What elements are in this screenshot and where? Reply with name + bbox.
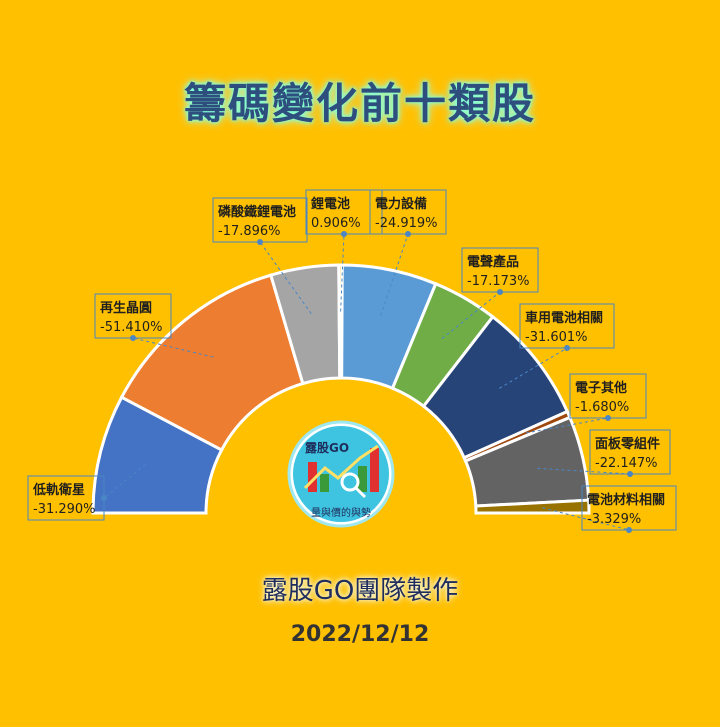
slice-name-label-9: 電池材料相關	[587, 492, 665, 508]
slice-name-label-0: 低軌衛星	[32, 482, 85, 498]
slice-value-label-6: -31.601%	[525, 330, 588, 345]
magnifier-icon	[340, 472, 360, 492]
slice-9	[474, 498, 591, 515]
logo: 露股GO 量與價的與勢	[287, 420, 395, 528]
slice-name-label-7: 電子其他	[575, 380, 627, 396]
credit-text: 露股GO團隊製作	[261, 576, 459, 606]
label-box-6	[519, 303, 615, 349]
leader-line-6	[499, 347, 568, 389]
slice-value-label-2: -17.896%	[218, 224, 281, 239]
slice-value-label-5: -17.173%	[467, 274, 530, 289]
slice-name-label-1: 再生晶圓	[100, 300, 152, 316]
slice-name-label-6: 車用電池相關	[525, 310, 603, 326]
label-box-8	[589, 429, 671, 475]
slice-value-label-9: -3.329%	[587, 512, 641, 527]
slice-value-label-1: -51.410%	[100, 320, 163, 335]
label-box-5	[461, 247, 539, 293]
slice-name-label-5: 電聲產品	[467, 254, 519, 270]
slice-name-label-8: 面板零組件	[595, 436, 660, 452]
slice-value-label-3: 0.906%	[311, 216, 361, 231]
label-box-3	[305, 189, 383, 235]
date-text: 2022/12/12	[290, 622, 430, 647]
label-box-4	[369, 189, 447, 235]
label-box-9	[581, 485, 677, 531]
logo-top-text: 露股GO	[305, 440, 349, 455]
slice-value-label-0: -31.290%	[33, 502, 96, 517]
leader-line-0	[103, 464, 146, 499]
label-box-7	[569, 373, 647, 419]
slice-value-label-8: -22.147%	[595, 456, 658, 471]
leader-line-9	[542, 507, 630, 531]
chart-title: 籌碼變化前十類股	[183, 79, 536, 128]
leader-line-7	[525, 417, 609, 434]
logo-bottom-text: 量與價的與勢	[311, 506, 371, 519]
slice-name-label-3: 鋰電池	[311, 196, 350, 212]
slice-name-label-4: 電力設備	[375, 196, 427, 212]
slice-name-label-2: 磷酸鐵鋰電池	[218, 204, 296, 220]
label-box-1	[94, 293, 172, 339]
leader-line-3	[340, 233, 345, 312]
slice-value-label-7: -1.680%	[575, 400, 629, 415]
leader-line-4	[380, 233, 409, 316]
slice-value-label-4: -24.919%	[375, 216, 438, 231]
slices-group	[91, 263, 591, 515]
leader-line-5	[441, 291, 501, 340]
leader-line-2	[259, 241, 312, 314]
labels-group: 低軌衛星 -31.290% 再生晶圓 -51.410% 磷酸鐵鋰電池 -17.896% 鋰電…	[27, 189, 677, 531]
label-box-0	[27, 475, 105, 521]
leader-line-1	[132, 337, 214, 358]
label-box-2	[212, 197, 308, 243]
